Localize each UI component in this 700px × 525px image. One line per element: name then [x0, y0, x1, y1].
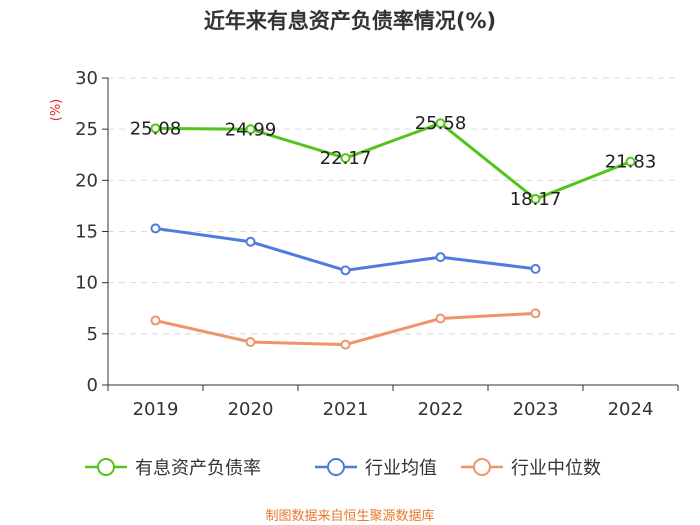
x-tick-label: 2024 — [608, 399, 654, 420]
y-axis-ticks: 0 5 10 15 20 25 30 — [75, 68, 108, 396]
series-layer — [150, 118, 636, 350]
legend-marker — [327, 458, 345, 476]
y-tick-label: 0 — [87, 375, 98, 396]
data-point — [245, 124, 256, 135]
data-point — [625, 156, 636, 167]
y-tick-label: 5 — [87, 324, 98, 345]
data-point — [435, 313, 446, 324]
data-label: 25.58 — [415, 113, 467, 134]
chart-title: 近年来有息资产负债率情况(%) — [204, 9, 496, 33]
legend[interactable]: 有息资产负债率 行业均值 行业中位数 — [85, 458, 601, 479]
data-point — [340, 265, 351, 276]
data-point — [435, 118, 446, 129]
series-3 — [150, 308, 541, 350]
source-note: 制图数据来自恒生聚源数据库 — [265, 508, 434, 524]
y-tick-label: 15 — [75, 222, 98, 243]
legend-item-1[interactable]: 有息资产负债率 — [85, 458, 261, 479]
y-tick-label: 25 — [75, 119, 98, 140]
legend-label: 有息资产负债率 — [135, 458, 261, 479]
series-line — [155, 121, 632, 201]
data-point — [340, 339, 351, 350]
y-tick-label: 30 — [75, 68, 98, 89]
data-point — [150, 315, 161, 326]
data-label: 22.17 — [320, 148, 372, 169]
data-label: 21.83 — [605, 152, 657, 173]
data-point — [530, 263, 541, 274]
legend-label: 行业均值 — [365, 458, 437, 479]
y-axis-unit-label: (%) — [49, 99, 64, 122]
series-1 — [150, 118, 636, 205]
data-label: 18.17 — [510, 189, 562, 210]
x-tick-label: 2019 — [133, 399, 179, 420]
data-label: 25.08 — [130, 118, 182, 139]
data-labels: 25.08 24.99 22.17 25.58 18.17 21.83 — [130, 113, 657, 210]
x-tick-label: 2023 — [513, 399, 559, 420]
legend-label: 行业中位数 — [511, 458, 601, 479]
data-point — [245, 337, 256, 348]
x-tick-label: 2020 — [228, 399, 274, 420]
data-point — [150, 123, 161, 134]
legend-marker — [97, 458, 115, 476]
x-tick-label: 2021 — [323, 399, 369, 420]
legend-marker — [473, 458, 491, 476]
data-point — [530, 308, 541, 319]
data-point — [150, 223, 161, 234]
data-point — [435, 252, 446, 263]
data-label: 24.99 — [225, 119, 277, 140]
x-axis-ticks: 2019 2020 2021 2022 2023 2024 — [107, 385, 679, 420]
y-tick-label: 20 — [75, 170, 98, 191]
grid-lines — [108, 77, 678, 335]
data-point — [340, 153, 351, 164]
series-line — [155, 226, 536, 272]
x-tick-label: 2022 — [418, 399, 464, 420]
data-point — [245, 236, 256, 247]
data-point — [530, 194, 541, 205]
legend-item-2[interactable]: 行业均值 — [315, 458, 437, 479]
legend-item-3[interactable]: 行业中位数 — [461, 458, 601, 479]
y-tick-label: 10 — [75, 273, 98, 294]
series-2 — [150, 223, 541, 276]
